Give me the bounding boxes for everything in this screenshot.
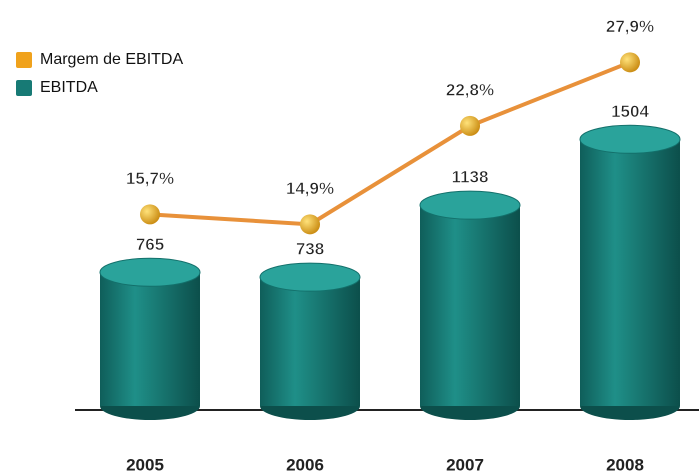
x-tick-label: 2008 [606, 455, 644, 474]
x-tick-label: 2007 [446, 455, 484, 474]
bar-value-label: 738 [296, 240, 324, 259]
legend-label: EBITDA [40, 79, 98, 96]
legend-label: Margem de EBITDA [40, 51, 183, 68]
bar-value-label: 1504 [611, 102, 649, 121]
line-point [140, 204, 160, 225]
bar-value-label: 1138 [452, 168, 489, 187]
bar [260, 277, 360, 406]
bar-top [259, 262, 361, 292]
legend-swatch [16, 52, 32, 68]
line [149, 60, 631, 227]
bar-top [419, 190, 521, 220]
bar [100, 272, 200, 406]
line-value-label: 22,8% [446, 80, 494, 99]
x-tick-label: 2006 [286, 455, 324, 474]
bar-top [579, 124, 681, 154]
line-point [620, 52, 640, 73]
line-point [300, 214, 320, 235]
bar-top [99, 257, 201, 287]
bar-value-label: 765 [136, 235, 164, 254]
bar [420, 205, 520, 406]
line-point [460, 115, 480, 136]
line-value-label: 15,7% [126, 169, 174, 188]
line-value-label: 27,9% [606, 17, 654, 36]
line-value-label: 14,9% [286, 179, 334, 198]
x-tick-label: 2005 [126, 455, 164, 474]
legend-swatch [16, 80, 32, 96]
bar [580, 139, 680, 406]
